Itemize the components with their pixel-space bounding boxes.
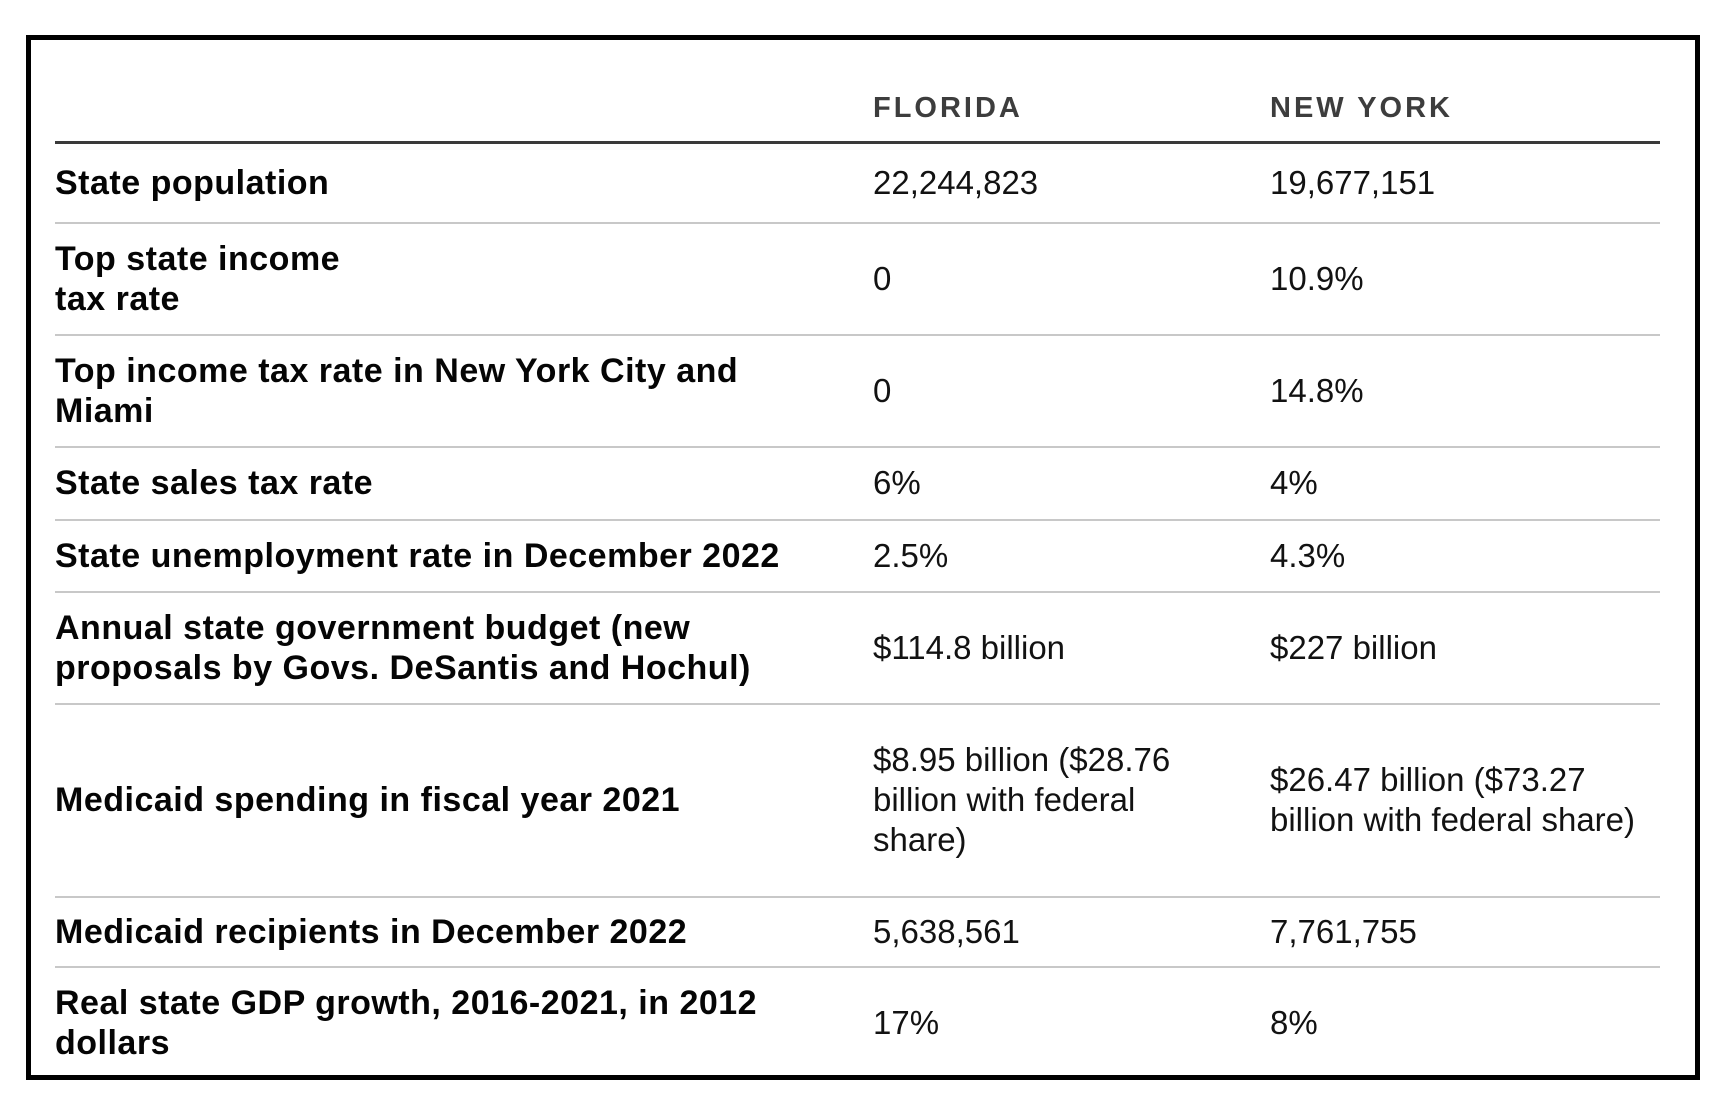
table-row: State unemployment rate in December 2022…	[55, 519, 1660, 593]
new-york-value: $26.47 billion ($73.27 billion with fede…	[1270, 703, 1660, 898]
header-row: FLORIDA NEW YORK	[55, 40, 1660, 144]
table-row: Annual state government budget (new prop…	[55, 591, 1660, 705]
table-row: State sales tax rate 6% 4%	[55, 446, 1660, 521]
table-row: Medicaid spending in fiscal year 2021 $8…	[55, 703, 1660, 898]
new-york-value: $227 billion	[1270, 591, 1660, 705]
florida-value: 17%	[873, 966, 1270, 1075]
new-york-value: 4%	[1270, 446, 1660, 521]
florida-value: 2.5%	[873, 519, 1270, 593]
table-row: Real state GDP growth, 2016-2021, in 201…	[55, 966, 1660, 1075]
new-york-value: 8%	[1270, 966, 1660, 1075]
table-row: Top income tax rate in New York City and…	[55, 334, 1660, 448]
row-label: Medicaid recipients in December 2022	[55, 896, 873, 968]
row-label: State population	[55, 142, 873, 224]
florida-value: 0	[873, 222, 1270, 336]
row-label: Real state GDP growth, 2016-2021, in 201…	[55, 966, 873, 1075]
table-row: Top state income tax rate 0 10.9%	[55, 222, 1660, 336]
new-york-value: 10.9%	[1270, 222, 1660, 336]
new-york-value: 7,761,755	[1270, 896, 1660, 968]
state-comparison-table: FLORIDA NEW YORK State population 22,244…	[55, 40, 1660, 1075]
florida-value: 0	[873, 334, 1270, 448]
new-york-value: 19,677,151	[1270, 142, 1660, 224]
florida-value: 5,638,561	[873, 896, 1270, 968]
florida-value: 6%	[873, 446, 1270, 521]
row-label: State sales tax rate	[55, 446, 873, 521]
column-header-florida: FLORIDA	[873, 40, 1270, 144]
row-label: Top state income tax rate	[55, 222, 873, 336]
row-label: Top income tax rate in New York City and…	[55, 334, 873, 448]
row-label: Medicaid spending in fiscal year 2021	[55, 703, 873, 898]
florida-value: 22,244,823	[873, 142, 1270, 224]
table-frame: FLORIDA NEW YORK State population 22,244…	[26, 35, 1700, 1080]
florida-value: $8.95 billion ($28.76 billion with feder…	[873, 703, 1270, 898]
row-label: State unemployment rate in December 2022	[55, 519, 873, 593]
table-row: Medicaid recipients in December 2022 5,6…	[55, 896, 1660, 968]
corner-cell	[55, 40, 873, 144]
row-label: Annual state government budget (new prop…	[55, 591, 873, 705]
column-header-new-york: NEW YORK	[1270, 40, 1660, 144]
table-row: State population 22,244,823 19,677,151	[55, 142, 1660, 224]
new-york-value: 14.8%	[1270, 334, 1660, 448]
new-york-value: 4.3%	[1270, 519, 1660, 593]
florida-value: $114.8 billion	[873, 591, 1270, 705]
